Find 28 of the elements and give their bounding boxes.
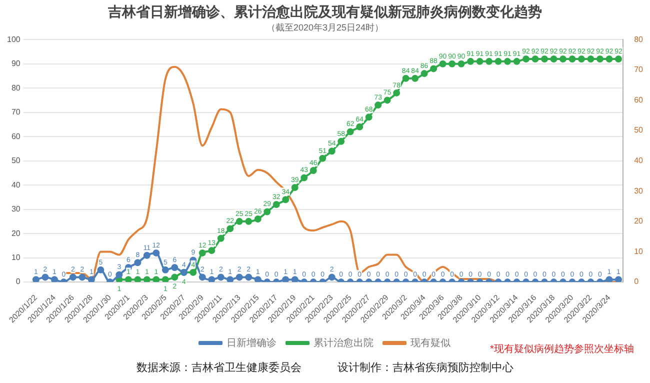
y2-tick-label: 60 (634, 95, 644, 104)
chart-subtitle: （截至2020年3月25日24时） (266, 22, 384, 33)
text: 设计制作：吉林省疾病预防控制中心 (338, 362, 514, 374)
y2-tick-label: 40 (634, 156, 644, 166)
y-tick-label: 0 (16, 277, 21, 286)
legend-label: 累计治愈出院 (314, 336, 374, 349)
y2-tick-label: 80 (634, 34, 644, 44)
y-tick-label: 70 (11, 108, 21, 117)
y2-tick-label: 0 (634, 277, 640, 286)
y2-tick-label: 50 (634, 126, 644, 135)
y-tick-label: 40 (11, 180, 21, 190)
y-tick-label: 100 (6, 34, 21, 44)
source-note: 数据来源：吉林省卫生健康委员会 (136, 362, 302, 374)
y2-tick-label: 10 (634, 246, 644, 256)
y-tick-label: 10 (11, 253, 21, 262)
y2-tick-label: 30 (634, 186, 644, 196)
legend-label: 现有疑似 (410, 336, 450, 349)
y-tick-label: 80 (11, 83, 21, 92)
legend-label: 日新增确诊 (226, 336, 276, 349)
y-tick-label: 30 (11, 204, 21, 214)
text: *现有疑似病例趋势参照次坐标轴 (490, 342, 634, 356)
chart-title: 吉林省日新增确诊、累计治愈出院及现有疑似新冠肺炎病例数变化趋势 (107, 3, 542, 20)
y-tick-label: 50 (11, 156, 21, 166)
y2-tick-label: 70 (634, 65, 644, 74)
y2-tick-label: 20 (634, 216, 644, 226)
y-tick-label: 90 (11, 59, 21, 68)
y-tick-label: 60 (11, 132, 21, 141)
y-tick-label: 20 (11, 228, 21, 238)
